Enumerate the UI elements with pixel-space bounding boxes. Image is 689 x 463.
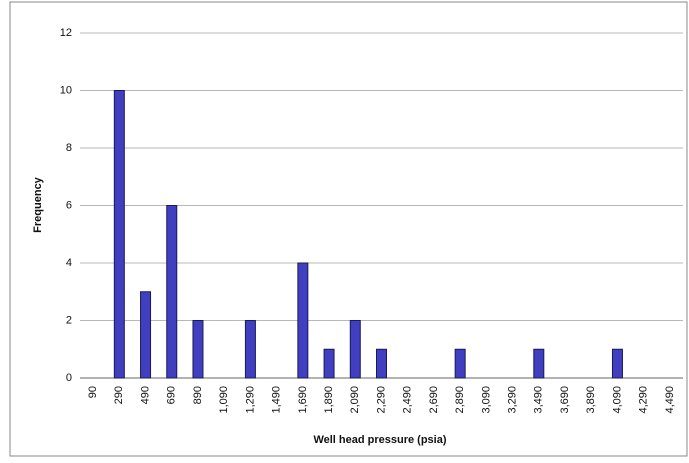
y-tick-label: 2	[66, 314, 72, 326]
y-tick-label: 12	[60, 27, 72, 39]
bar	[454, 348, 466, 379]
y-tick-label: 10	[60, 84, 72, 96]
x-tick-label: 3,490	[533, 386, 545, 414]
bar	[349, 320, 361, 379]
x-tick-label: 1,090	[218, 386, 230, 414]
bar	[113, 90, 125, 379]
x-tick-label: 90	[87, 386, 99, 398]
x-tick-label: 1,890	[323, 386, 335, 414]
bar	[533, 348, 545, 379]
x-tick-label: 890	[192, 386, 204, 404]
x-tick-label: 4,090	[611, 386, 623, 414]
x-tick-label: 2,890	[454, 386, 466, 414]
bar	[192, 320, 204, 379]
x-tick-label: 3,290	[506, 386, 518, 414]
bar	[323, 348, 335, 379]
y-tick-label: 8	[66, 142, 72, 154]
x-tick-label: 1,690	[297, 386, 309, 414]
bar	[611, 348, 623, 379]
x-tick-label: 690	[166, 386, 178, 404]
y-tick-label: 0	[66, 372, 72, 384]
y-tick-label: 4	[66, 257, 72, 269]
x-tick-label: 2,690	[428, 386, 440, 414]
bar	[140, 291, 152, 379]
x-tick-label: 1,290	[244, 386, 256, 414]
x-axis-label: Well head pressure (psia)	[313, 434, 446, 446]
x-tick-label: 2,090	[349, 386, 361, 414]
x-tick-label: 3,690	[559, 386, 571, 414]
x-tick-label: 2,490	[402, 386, 414, 414]
x-tick-label: 290	[113, 386, 125, 404]
bar	[166, 205, 178, 379]
x-tick-label: 4,490	[664, 386, 676, 414]
y-axis-label: Frequency	[32, 176, 44, 233]
x-tick-label: 4,290	[638, 386, 650, 414]
x-tick-label: 3,890	[585, 386, 597, 414]
x-tick-label: 2,290	[375, 386, 387, 414]
x-tick-label: 3,090	[480, 386, 492, 414]
bar	[376, 348, 387, 379]
bar	[297, 262, 309, 379]
x-tick-label: 490	[139, 386, 151, 404]
bar	[244, 320, 256, 379]
y-tick-label: 6	[66, 199, 72, 211]
x-tick-label: 1,490	[271, 386, 283, 414]
